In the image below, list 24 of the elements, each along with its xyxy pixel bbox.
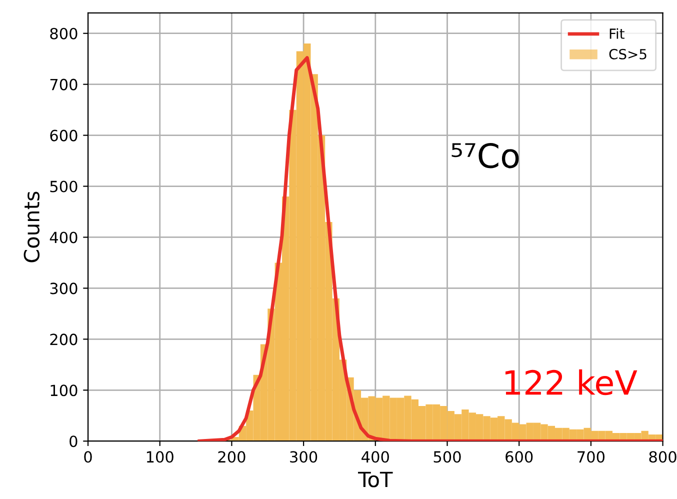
x-tick-label: 600	[506, 451, 533, 463]
y-tick-label: 500	[50, 180, 78, 192]
x-axis-title: ToT	[358, 472, 393, 488]
y-axis-title: Counts	[24, 192, 40, 262]
y-tick-label: 0	[70, 436, 78, 448]
y-tick-label: 400	[50, 232, 78, 244]
annotation: ⁵⁷Co	[452, 143, 519, 168]
legend-label: CS>5	[609, 48, 646, 60]
annotation: 122 keV	[506, 369, 638, 396]
x-tick-label: 200	[218, 451, 246, 463]
x-tick-label: 0	[84, 451, 92, 463]
x-tick-label: 700	[578, 451, 604, 463]
y-tick-label: 600	[50, 130, 78, 142]
x-tick-label: 400	[362, 451, 389, 463]
x-tick-label: 800	[649, 451, 676, 463]
y-tick-label: 700	[50, 78, 78, 90]
x-tick-label: 500	[434, 451, 461, 463]
y-tick-label: 100	[50, 384, 78, 396]
legend-label: Fit	[610, 28, 624, 39]
y-tick-label: 800	[50, 28, 78, 40]
x-tick-label: 300	[290, 451, 318, 463]
y-tick-label: 200	[50, 334, 78, 346]
y-tick-label: 300	[50, 282, 78, 294]
x-tick-label: 100	[146, 451, 174, 463]
